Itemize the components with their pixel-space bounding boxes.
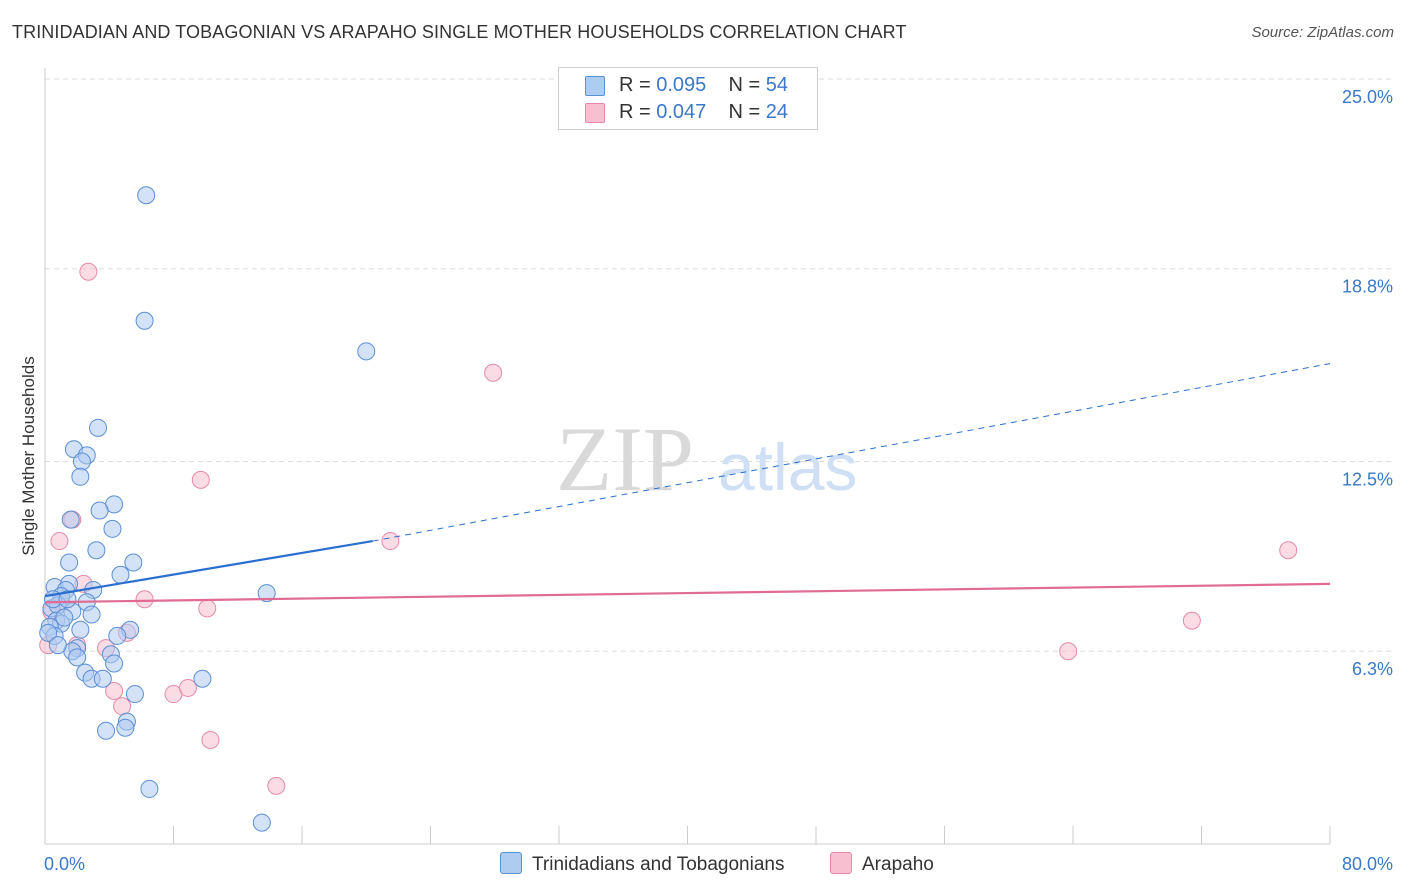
bottom-legend-pink: Arapaho — [830, 852, 934, 876]
data-point-trinidadian — [108, 626, 127, 645]
data-point-arapaho — [381, 532, 400, 551]
legend-n-value: 54 — [765, 74, 789, 96]
data-point-arapaho — [79, 262, 98, 281]
y-tick-label: 12.5% — [1342, 470, 1393, 490]
source-label: Source: ZipAtlas.com — [1251, 24, 1394, 41]
legend-n-value: 24 — [765, 101, 789, 123]
data-point-trinidadian — [97, 721, 116, 740]
data-point-trinidadian — [140, 779, 159, 798]
watermark-atlas: atlas — [718, 430, 857, 504]
data-point-trinidadian — [124, 553, 143, 572]
data-point-trinidadian — [72, 452, 91, 471]
data-point-arapaho — [191, 470, 210, 489]
legend-swatch-blue — [585, 76, 605, 96]
axes — [44, 68, 1331, 845]
data-point-trinidadian — [39, 623, 58, 642]
legend-r-label: R = — [619, 74, 657, 96]
data-point-trinidadian — [55, 608, 74, 627]
data-point-trinidadian — [193, 669, 212, 688]
legend-r-value: 0.047 — [656, 101, 707, 123]
bottom-legend-label-blue: Trinidadians and Tobagonians — [532, 854, 785, 875]
data-point-arapaho — [267, 776, 286, 795]
data-point-trinidadian — [61, 510, 80, 529]
data-point-trinidadian — [90, 501, 109, 520]
bottom-legend-blue: Trinidadians and Tobagonians — [500, 852, 784, 876]
data-point-trinidadian — [89, 418, 108, 437]
x-tick-label: 0.0% — [44, 854, 85, 874]
data-point-trinidadian — [87, 541, 106, 560]
data-point-trinidadian — [105, 654, 124, 673]
legend-r-label: R = — [619, 101, 657, 123]
data-point-trinidadian — [257, 584, 276, 603]
x-tick-label: 80.0% — [1342, 854, 1393, 874]
trend-line-pink — [44, 582, 1331, 604]
data-point-trinidadian — [82, 605, 101, 624]
data-point-trinidadian — [137, 186, 156, 205]
data-point-trinidadian — [60, 553, 79, 572]
data-point-trinidadian — [71, 620, 90, 639]
trend-line-blue-extension — [372, 363, 1331, 542]
legend-r-value: 0.095 — [656, 74, 707, 96]
data-point-trinidadian — [111, 565, 130, 584]
legend-n-label: N = — [728, 101, 766, 123]
legend-swatch-pink — [585, 103, 605, 123]
y-tick-label: 25.0% — [1342, 87, 1393, 107]
data-point-arapaho — [113, 697, 132, 716]
data-point-arapaho — [484, 363, 503, 382]
data-point-arapaho — [50, 532, 69, 551]
data-point-trinidadian — [135, 311, 154, 330]
y-axis-label: Single Mother Households — [19, 356, 38, 555]
y-tick-labels: 6.3% 12.5% 18.8% 25.0% — [1342, 87, 1393, 679]
data-point-arapaho — [201, 730, 220, 749]
data-point-arapaho — [105, 682, 124, 700]
grid-lines — [45, 78, 1392, 652]
watermark-zip: ZIP — [556, 408, 694, 510]
x-tick-labels: 0.0% 80.0% — [44, 854, 1393, 874]
data-point-trinidadian — [93, 669, 112, 688]
data-point-trinidadian — [58, 590, 77, 609]
y-tick-label: 6.3% — [1352, 659, 1393, 679]
data-point-trinidadian — [68, 648, 87, 667]
data-point-trinidadian — [48, 636, 67, 655]
data-point-trinidadian — [252, 813, 271, 832]
trend-lines — [44, 363, 1331, 604]
legend: R = 0.095 N = 54 R = 0.047 N = 24 — [558, 67, 818, 130]
data-point-arapaho — [1182, 611, 1201, 630]
chart-title: TRINIDADIAN AND TOBAGONIAN VS ARAPAHO SI… — [12, 22, 907, 42]
data-point-trinidadian — [125, 685, 144, 704]
bottom-legend-label-pink: Arapaho — [862, 854, 934, 875]
data-point-trinidadian — [357, 342, 376, 361]
data-point-trinidadian — [116, 718, 135, 737]
data-point-arapaho — [1059, 642, 1078, 661]
data-point-trinidadian — [71, 467, 90, 486]
data-point-arapaho — [178, 678, 197, 697]
data-point-arapaho — [198, 599, 217, 618]
series-trinidadians — [39, 186, 376, 832]
data-point-trinidadian — [103, 519, 122, 538]
bottom-legend-swatch-pink — [830, 852, 852, 874]
legend-n-label: N = — [728, 74, 766, 96]
trend-line-blue — [44, 539, 373, 598]
y-tick-label: 18.8% — [1342, 277, 1393, 297]
series-arapaho — [39, 262, 1298, 795]
bottom-legend-swatch-blue — [500, 852, 522, 874]
data-point-arapaho — [1279, 541, 1298, 560]
data-point-arapaho — [135, 590, 154, 609]
